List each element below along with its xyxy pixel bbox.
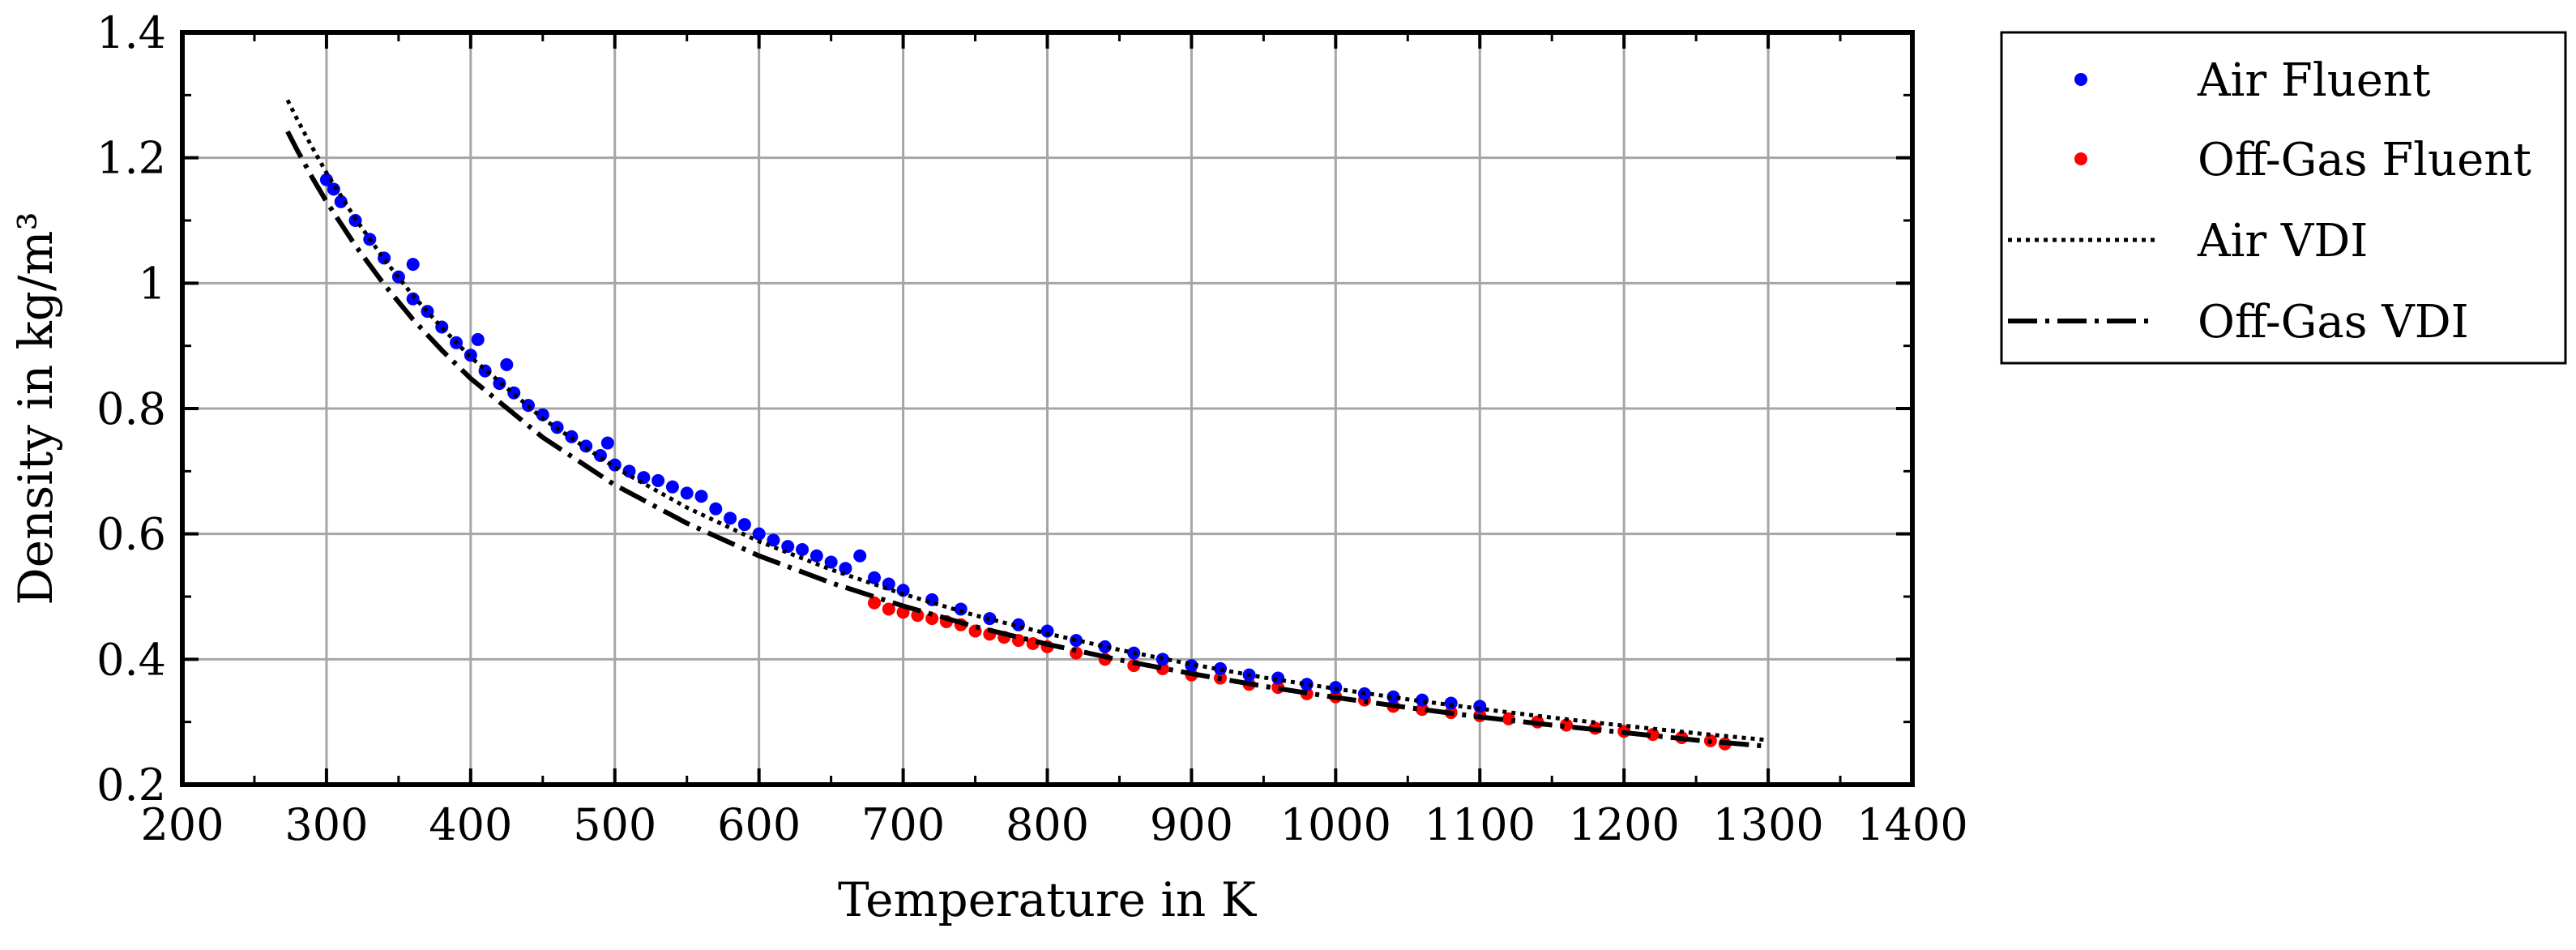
point-air-fluent [983,612,997,626]
point-air-fluent [1098,640,1112,653]
point-off-gas-fluent [882,602,895,616]
point-air-fluent [471,332,485,346]
legend-label-off-gas-vdi: Off-Gas VDI [2198,296,2469,349]
legend: Air Fluent Off-Gas Fluent Air VDI Off-Ga… [2000,31,2567,365]
point-air-fluent [500,357,514,371]
point-air-fluent [348,214,362,227]
x-tick-label: 1100 [1425,799,1536,850]
axis-ticks [181,31,1914,786]
y-tick-label: 0.8 [96,383,166,434]
point-off-gas-fluent [868,596,881,610]
legend-marker-air-fluent [2074,73,2087,86]
point-air-fluent [796,543,810,556]
x-axis-title: Temperature in K [838,872,1258,927]
point-air-fluent [406,258,420,272]
line-air-vdi [285,99,1769,742]
point-air-fluent [1214,661,1227,675]
point-air-fluent [651,473,665,487]
legend-box [2000,31,2567,365]
point-air-fluent [1300,678,1314,691]
y-tick-label: 0.2 [96,760,166,811]
x-tick-label: 1200 [1568,799,1679,850]
point-off-gas-fluent [911,609,925,623]
legend-label-air-fluent: Air Fluent [2197,54,2431,107]
legend-label-air-vdi: Air VDI [2197,215,2368,267]
point-air-fluent [319,173,333,186]
y-axis-title: Density in kg/m³ [8,212,63,605]
x-tick-label: 900 [1150,799,1233,850]
point-air-fluent [810,549,823,563]
point-air-fluent [868,571,881,584]
x-tick-label: 200 [140,799,224,850]
grid [182,32,1912,785]
x-tick-label: 700 [861,799,945,850]
point-air-fluent [767,533,780,547]
y-tick-label: 1.4 [96,7,166,58]
point-air-fluent [709,502,723,516]
x-tick-label: 1000 [1280,799,1391,850]
point-off-gas-fluent [1416,703,1429,717]
x-tick-label: 1300 [1712,799,1823,850]
y-tick-label: 0.4 [96,634,166,685]
y-tick-label: 1 [139,258,166,309]
point-air-fluent [824,555,838,569]
point-air-fluent [694,490,708,503]
point-air-fluent [752,527,766,541]
point-air-fluent [579,439,593,453]
y-tick-label: 1.2 [96,133,166,184]
point-air-fluent [724,511,737,525]
point-air-fluent [680,486,694,500]
point-air-fluent [737,518,751,532]
point-air-fluent [327,182,340,196]
point-air-fluent [1271,671,1285,685]
point-air-fluent [1473,700,1487,713]
point-air-fluent [536,408,549,422]
series-layer [285,99,1769,751]
legend-marker-off-gas-fluent [2074,152,2087,165]
point-air-fluent [665,480,679,494]
point-off-gas-fluent [1646,728,1660,742]
point-air-fluent [1070,634,1083,648]
legend-label-off-gas-fluent: Off-Gas Fluent [2198,134,2531,186]
x-tick-label: 800 [1006,799,1089,850]
point-air-fluent [334,195,348,208]
line-off-gas-vdi [285,130,1769,749]
y-tick-label: 0.6 [96,509,166,560]
x-tick-label: 400 [429,799,512,850]
tick-labels: 200 300 400 500 600 700 800 900 1000 1100 1200 1300… [96,7,1968,850]
point-air-fluent [406,292,420,306]
x-tick-label: 500 [573,799,656,850]
point-air-fluent [1386,690,1400,704]
point-air-fluent [1040,624,1054,638]
x-tick-label: 300 [284,799,368,850]
point-air-fluent [391,270,405,284]
x-tick-label: 600 [717,799,801,850]
point-air-fluent [853,549,867,563]
point-air-fluent [600,436,614,450]
x-tick-label: 1400 [1856,799,1967,850]
